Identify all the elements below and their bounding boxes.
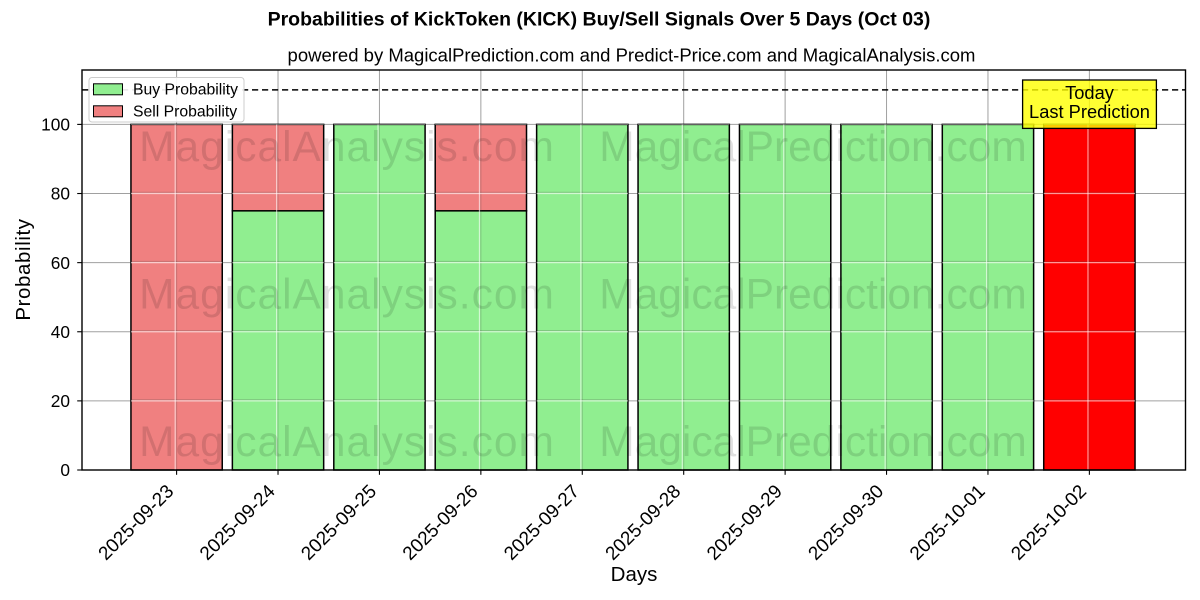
svg-text:MagicalAnalysis.com: MagicalAnalysis.com (139, 419, 555, 466)
svg-text:Buy Probability: Buy Probability (133, 82, 238, 99)
svg-text:Last Prediction: Last Prediction (1029, 101, 1150, 122)
svg-text:Probabilities of KickToken (KI: Probabilities of KickToken (KICK) Buy/Se… (268, 9, 931, 31)
svg-text:MagicalPrediction.com: MagicalPrediction.com (599, 419, 1027, 466)
svg-text:80: 80 (51, 184, 70, 204)
svg-text:40: 40 (51, 322, 70, 342)
svg-text:100: 100 (41, 115, 70, 135)
svg-text:Days: Days (611, 563, 658, 586)
svg-text:MagicalPrediction.com: MagicalPrediction.com (599, 124, 1027, 171)
svg-text:MagicalPrediction.com: MagicalPrediction.com (599, 272, 1027, 319)
svg-text:20: 20 (51, 391, 70, 411)
svg-text:Sell Probability: Sell Probability (133, 104, 237, 121)
svg-text:Probability: Probability (12, 218, 35, 320)
svg-text:MagicalAnalysis.com: MagicalAnalysis.com (139, 272, 555, 319)
svg-text:Today: Today (1065, 82, 1115, 103)
svg-text:MagicalAnalysis.com: MagicalAnalysis.com (139, 124, 555, 171)
svg-text:powered by MagicalPrediction.c: powered by MagicalPrediction.com and Pre… (288, 45, 976, 66)
svg-text:60: 60 (51, 253, 70, 273)
svg-text:0: 0 (60, 460, 70, 480)
